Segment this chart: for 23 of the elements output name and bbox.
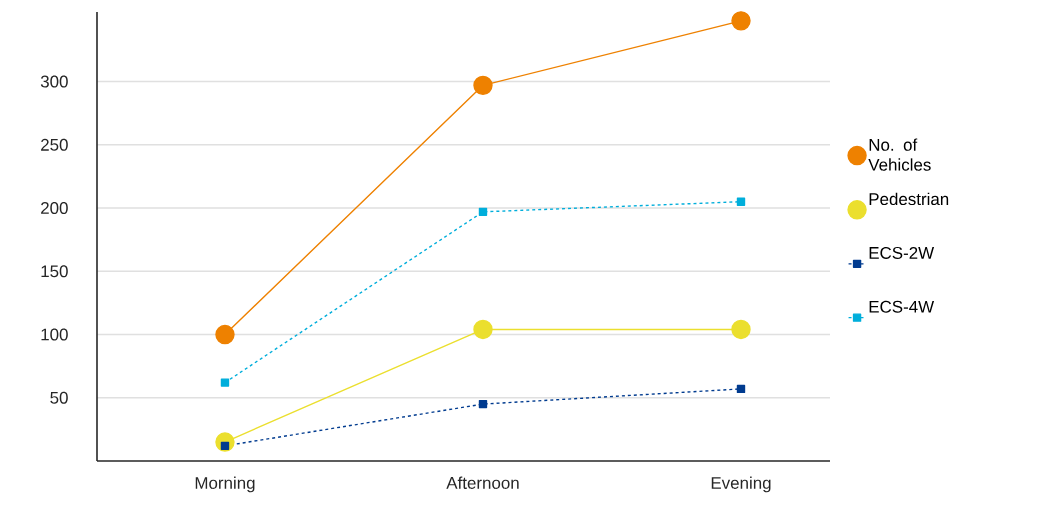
point	[473, 319, 493, 340]
y-tick-label: 250	[41, 138, 68, 151]
point	[220, 378, 230, 387]
legend-label: No. of Vehicles	[868, 138, 931, 171]
legend-label: ECS-2W	[869, 246, 935, 259]
point	[473, 75, 493, 96]
y-tick-label: 300	[40, 75, 68, 88]
x-tick-label: Afternoon	[446, 476, 519, 489]
y-tick-label: 50	[50, 391, 68, 404]
y-tick-label: 150	[41, 265, 68, 278]
point	[215, 324, 235, 345]
x-tick-label: Morning	[195, 476, 255, 493]
legend-label: ECS-4W	[869, 300, 935, 313]
legend-label: Pedestrian	[869, 192, 949, 206]
x-tick-label: Evening	[711, 476, 771, 493]
point	[731, 11, 751, 31]
point	[736, 384, 746, 394]
point	[478, 207, 488, 217]
point	[731, 319, 751, 340]
point	[736, 197, 746, 206]
y-tick-label: 200	[41, 202, 68, 215]
point	[478, 399, 488, 409]
y-tick-label: 100	[41, 328, 68, 341]
